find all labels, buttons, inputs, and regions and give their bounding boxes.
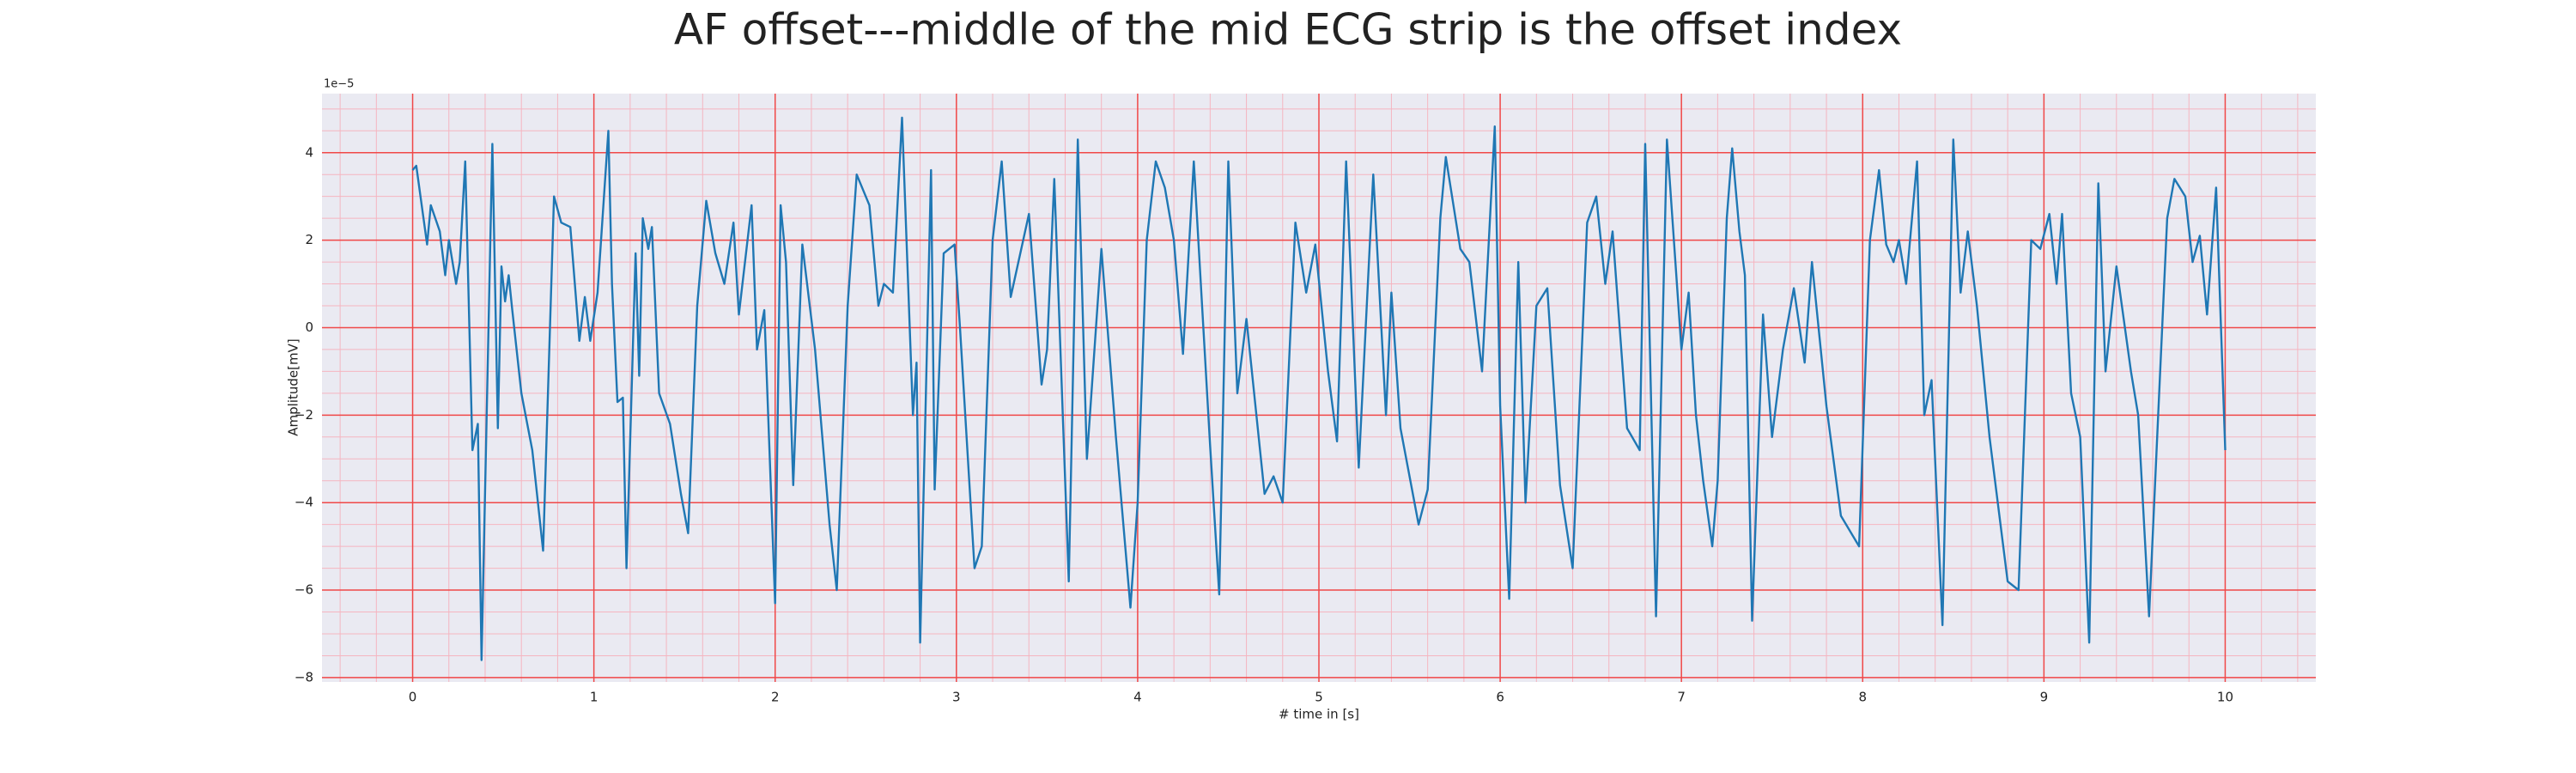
y-tick-label: 4 (305, 144, 313, 160)
x-tick-label: 5 (1315, 690, 1323, 705)
x-tick-label: 0 (409, 690, 417, 705)
ecg-line (411, 116, 2227, 661)
x-tick-label: 10 (2217, 690, 2233, 705)
y-axis-label: Amplitude[mV] (286, 338, 301, 435)
x-tick-label: 2 (771, 690, 780, 705)
y-tick-label: −8 (295, 669, 313, 685)
x-tick-label: 7 (1677, 690, 1686, 705)
y-tick-label: −4 (295, 495, 313, 510)
x-tick-label: 4 (1133, 690, 1142, 705)
x-axis-label: # time in [s] (1279, 707, 1359, 722)
y-tick-label: 2 (305, 232, 313, 247)
y-offset-text: 1e−5 (324, 78, 354, 91)
y-tick-label: 0 (305, 320, 313, 335)
y-tick-label: −6 (295, 582, 313, 598)
y-tick-label: −2 (295, 407, 313, 423)
x-tick-label: 3 (952, 690, 961, 705)
x-tick-label: 6 (1496, 690, 1504, 705)
x-tick-label: 1 (590, 690, 598, 705)
x-tick-label: 9 (2040, 690, 2049, 705)
x-tick-label: 8 (1858, 690, 1867, 705)
chart-title: AF offset---middle of the mid ECG strip … (674, 5, 1902, 55)
